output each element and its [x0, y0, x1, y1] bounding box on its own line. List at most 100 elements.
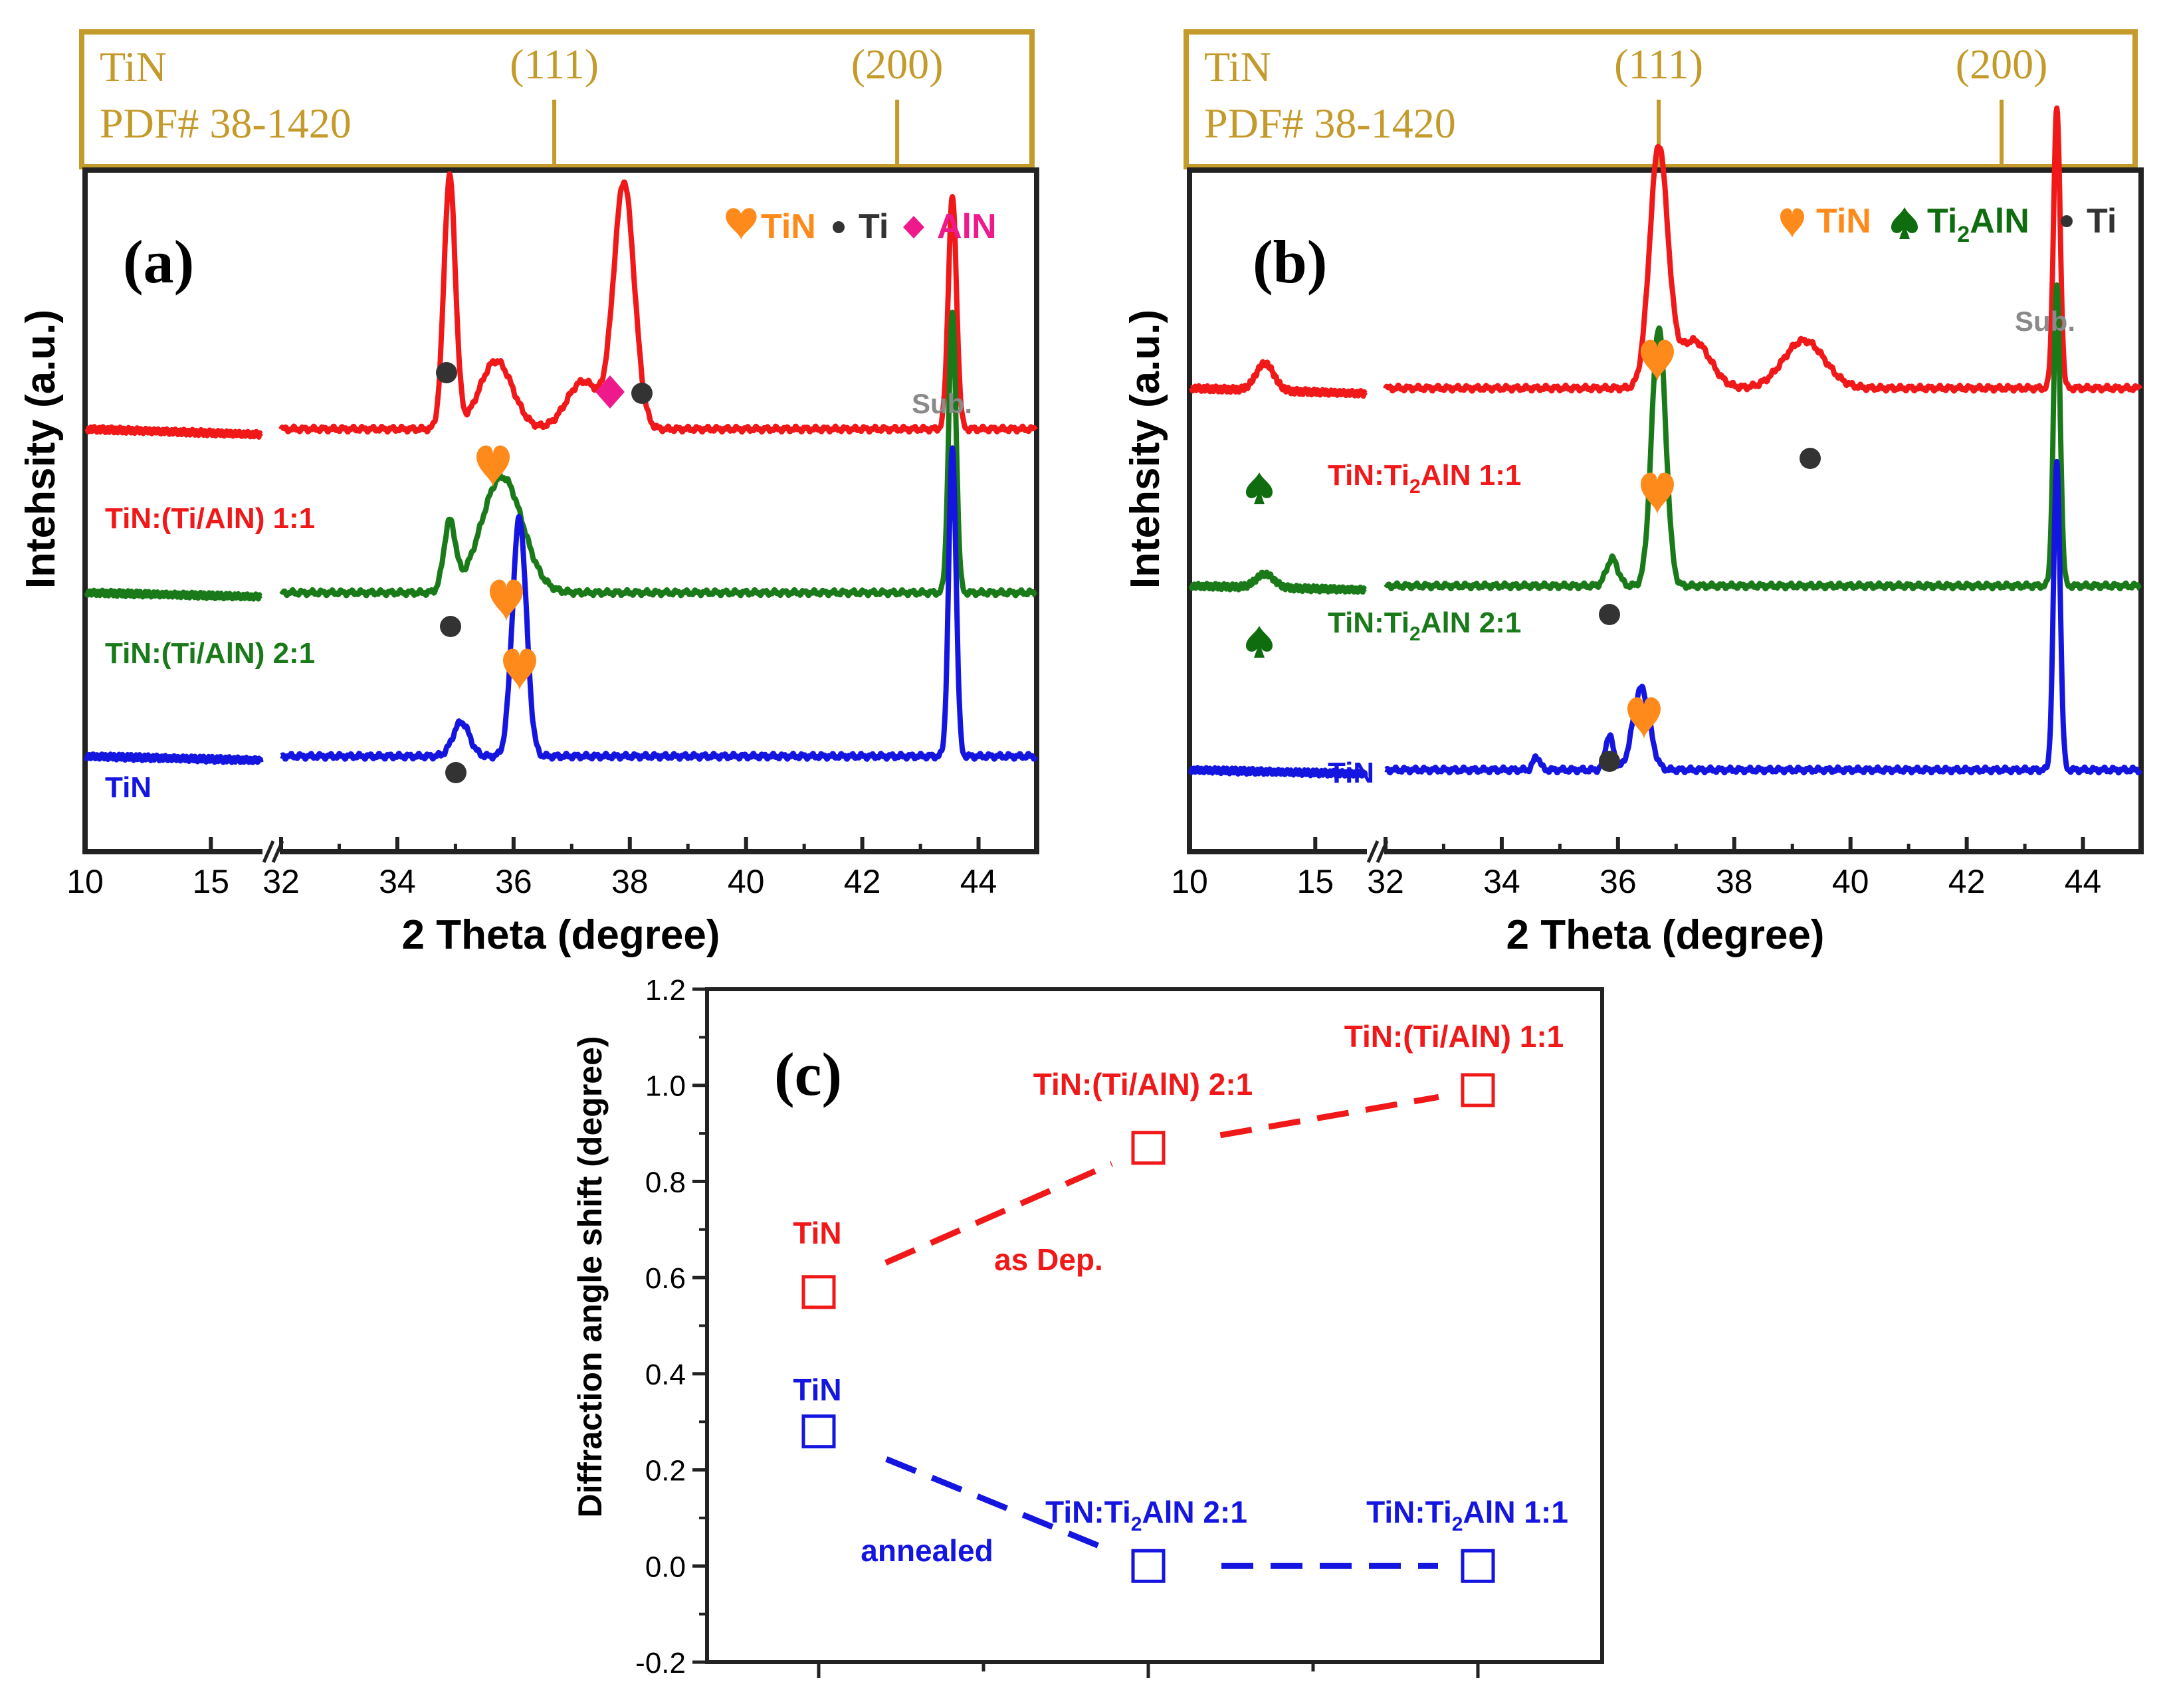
- x-tick-label: 34: [1483, 863, 1520, 900]
- series-label-b-2: TiN:Ti2AlN 2:1: [1328, 607, 1521, 645]
- x-tick-label: 10: [66, 863, 104, 900]
- trend-dash: [885, 1456, 1113, 1554]
- xrd-curve-left: [1188, 765, 1368, 779]
- x-tick-label: 10: [1171, 863, 1208, 900]
- reference-box-a: [79, 29, 1035, 169]
- series-label-a-3: TiN: [105, 771, 152, 804]
- reference-name-a: TiN: [100, 43, 167, 90]
- reference-peak-hkl: (200): [1956, 41, 2048, 88]
- heart-icon: [1641, 339, 1674, 382]
- xrd-curve-right: [1383, 282, 2142, 592]
- y-axis-label-c: Diffraction angle shift (degree): [571, 1036, 609, 1517]
- reference-pdf-b: PDF# 38-1420: [1204, 100, 1456, 147]
- axis-break-mark: [271, 840, 284, 864]
- reference-pdf-a: PDF# 38-1420: [100, 100, 352, 147]
- substrate-label-a: Sub.: [912, 388, 972, 419]
- dot-icon: [833, 221, 845, 233]
- data-point-square: [801, 1275, 836, 1309]
- heart-icon: [1780, 208, 1804, 238]
- data-points-c: [801, 1073, 1495, 1583]
- ti-marker: [1599, 604, 1620, 625]
- x-tick-label: 15: [1296, 863, 1334, 900]
- trend-dash: [1219, 1093, 1439, 1139]
- reference-name-b: TiN: [1204, 43, 1271, 90]
- series-label-a-1: TiN:(Ti/AlN) 1:1: [105, 502, 315, 535]
- xrd-curve-left: [1188, 569, 1368, 595]
- x-tick-label: 38: [1716, 863, 1753, 900]
- spade-icon: [1891, 207, 1918, 239]
- x-tick-label: 40: [1832, 863, 1869, 900]
- heart-icon: [476, 445, 510, 488]
- xrd-curve-left: [84, 424, 263, 440]
- y-axis-label-b: Intehsity (a.u.): [1122, 310, 1168, 589]
- y-axis-label-a: Intehsity (a.u.): [18, 310, 64, 589]
- xrd-curve-right: [1383, 458, 2143, 776]
- panel-c: -0.2 0.0 0.2 0.4 0.6 0.8 1.0 1.2 (c) Diffractio…: [571, 974, 1604, 1679]
- data-point-square: [1461, 1073, 1495, 1107]
- y-tick-label: 0.6: [645, 1262, 686, 1295]
- x-axis-label-a: 2 Theta (degree): [402, 912, 720, 958]
- data-point-square: [801, 1414, 836, 1449]
- heart-icon: [1641, 472, 1674, 515]
- point-label-c-blue-1: TiN: [793, 1373, 841, 1407]
- y-tick-label: -0.2: [635, 1647, 686, 1679]
- legend-tin-a: TiN: [761, 207, 816, 246]
- x-tick-label: 44: [960, 863, 997, 900]
- data-point-square: [1131, 1131, 1166, 1165]
- plot-frame-a: [82, 167, 1039, 854]
- y-tick-label: 0.0: [645, 1551, 686, 1583]
- plot-frame-b: [1187, 167, 2144, 854]
- series-name-c-red: as Dep.: [994, 1242, 1103, 1277]
- point-label-c-blue-3: TiN:Ti2AlN 1:1: [1366, 1495, 1568, 1535]
- xrd-curve-right: [1383, 105, 2143, 394]
- curves-b: [1188, 105, 2143, 779]
- panel-b: TiN PDF# 38-1420 (111) (200) 10 15 32 34 36 38…: [1122, 29, 2144, 958]
- axis-break-mark: [262, 840, 275, 864]
- diamond-icon: [903, 216, 924, 238]
- x-tick-label: 40: [728, 863, 765, 900]
- xrd-curve-left: [84, 587, 263, 602]
- reference-peaks-a: (111) (200): [510, 41, 943, 167]
- x-tick-label: 44: [2065, 863, 2102, 900]
- y-tick-label: 0.2: [645, 1455, 686, 1487]
- xrd-curve-right: [278, 445, 1039, 762]
- x-axis-b: 10 15 32 34 36 38 40 42 44: [1171, 837, 2143, 900]
- x-tick-label: 32: [262, 863, 300, 900]
- dot-icon: [2061, 215, 2073, 227]
- legend-tin-b: TiN: [1816, 202, 1871, 240]
- x-tick-label: 32: [1367, 863, 1404, 900]
- x-tick-label: 42: [1948, 863, 1986, 900]
- reference-peak-hkl: (111): [510, 41, 599, 88]
- ti-marker: [440, 616, 461, 637]
- series-label-b-3: TiN: [1328, 757, 1374, 789]
- diamond-icon: [595, 375, 625, 409]
- y-tick-label: 0.8: [645, 1166, 686, 1198]
- peak-markers-b: [1246, 339, 1821, 772]
- ti-marker: [631, 383, 653, 404]
- y-tick-label: 1.2: [645, 974, 686, 1006]
- axes-c: -0.2 0.0 0.2 0.4 0.6 0.8 1.0 1.2: [635, 974, 1480, 1679]
- series-label-a-2: TiN:(Ti/AlN) 2:1: [105, 637, 315, 670]
- spade-icon: [1246, 472, 1273, 504]
- point-label-c-blue-2: TiN:Ti2AlN 2:1: [1045, 1495, 1247, 1535]
- ti-marker: [445, 762, 466, 783]
- x-axis-label-b: 2 Theta (degree): [1506, 912, 1825, 958]
- series-name-c-blue: annealed: [861, 1533, 993, 1568]
- x-axis-a: 10 15 32 34 36 38 40 42 44: [66, 837, 1039, 900]
- y-tick-label: 1.0: [645, 1070, 686, 1103]
- legend-b: TiN Ti2AlN Ti: [1780, 202, 2117, 247]
- x-tick-label: 15: [192, 863, 229, 900]
- ti-marker: [1800, 448, 1821, 469]
- x-tick-label: 42: [844, 863, 881, 900]
- ti-marker: [436, 362, 457, 383]
- legend-aln-a: AlN: [937, 207, 997, 246]
- heart-icon: [503, 648, 536, 691]
- data-point-square: [1461, 1549, 1495, 1583]
- legend-ti-b: Ti: [2087, 202, 2117, 240]
- reference-peak-hkl: (111): [1614, 41, 1703, 88]
- axis-break-mark: [1366, 840, 1380, 864]
- heart-icon: [1627, 697, 1661, 739]
- legend-ti2aln-b: Ti2AlN: [1927, 202, 2029, 247]
- x-tick-label: 36: [495, 863, 532, 900]
